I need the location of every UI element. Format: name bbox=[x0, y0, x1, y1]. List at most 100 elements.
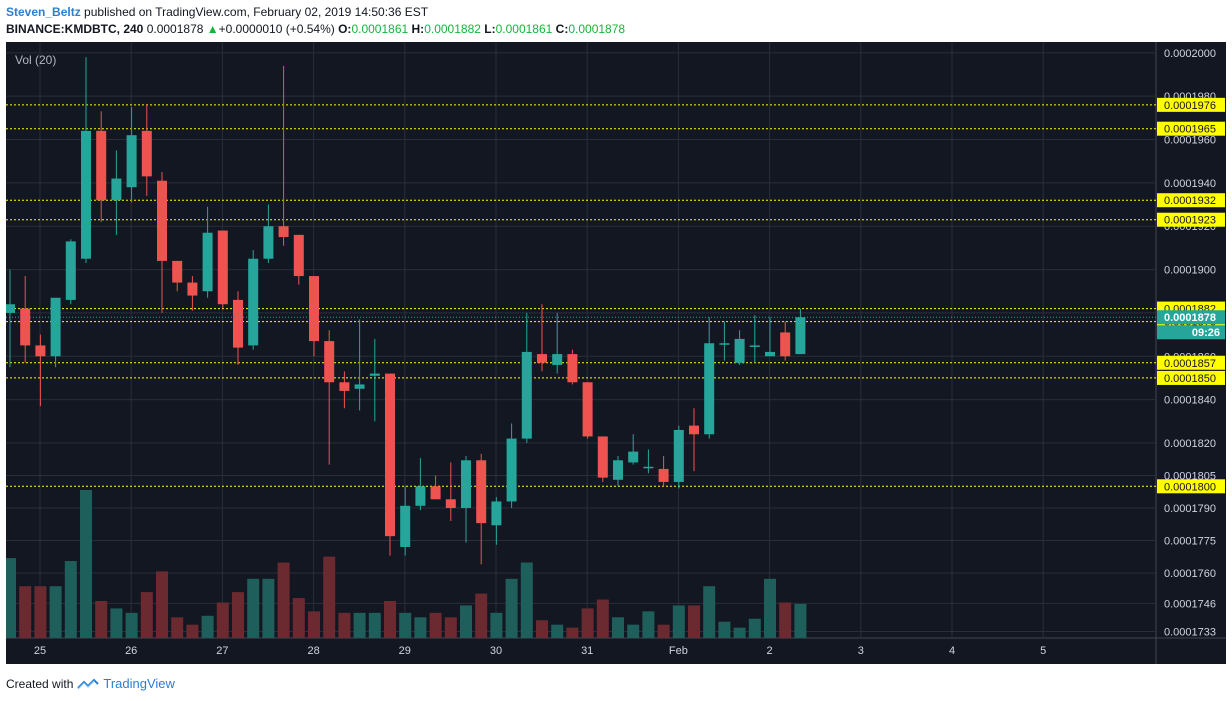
candle-body bbox=[719, 343, 730, 345]
candle-body bbox=[81, 130, 91, 259]
x-tick-label: 31 bbox=[581, 645, 593, 657]
last-price: 0.0001878 bbox=[146, 22, 204, 36]
volume-bar bbox=[657, 624, 670, 638]
candle-body bbox=[35, 345, 46, 357]
candle-body bbox=[582, 382, 593, 437]
y-tick-label: 0.0001733 bbox=[1164, 626, 1216, 638]
level-price-tag: 0.0001965 bbox=[1157, 121, 1225, 136]
volume-bar bbox=[429, 612, 442, 638]
up-arrow-icon: ▲ bbox=[206, 22, 219, 36]
level-price-tag: 0.0001800 bbox=[1157, 479, 1225, 494]
level-tag-box bbox=[1157, 97, 1225, 112]
volume-bar bbox=[247, 578, 260, 638]
volume-bar bbox=[460, 605, 472, 638]
candle-body bbox=[278, 226, 289, 238]
candle-body bbox=[430, 486, 441, 500]
candle-body bbox=[537, 354, 547, 363]
y-tick-label: 0.0001746 bbox=[1164, 598, 1216, 610]
candle-body bbox=[5, 304, 15, 313]
candle-body bbox=[354, 384, 365, 389]
publish-info: Steven_Beltz published on TradingView.co… bbox=[6, 5, 428, 19]
candle-body bbox=[795, 317, 806, 355]
volume-bar bbox=[596, 599, 609, 638]
candle-body bbox=[689, 425, 699, 435]
candle-body bbox=[187, 282, 198, 296]
candle-body bbox=[263, 226, 274, 259]
candle-body bbox=[521, 351, 532, 439]
footer: Created with TradingView bbox=[6, 676, 175, 691]
x-tick-label: 26 bbox=[125, 645, 137, 657]
level-tag-label: 0.0001857 bbox=[1164, 358, 1216, 370]
close-value: 0.0001878 bbox=[568, 22, 626, 36]
x-tick-label: 4 bbox=[949, 645, 955, 657]
countdown-box bbox=[1157, 325, 1225, 340]
candle-body bbox=[506, 438, 517, 502]
volume-bar bbox=[581, 608, 594, 638]
level-tag-label: 0.0001923 bbox=[1164, 215, 1216, 227]
y-tick-label: 0.0001820 bbox=[1164, 438, 1216, 450]
volume-bar bbox=[384, 601, 396, 638]
symbol-info: BINANCE:KMDBTC, 240 0.0001878 ▲+0.000001… bbox=[6, 22, 625, 36]
volume-bar bbox=[156, 571, 168, 638]
candle-body bbox=[734, 338, 745, 363]
level-price-tag: 0.0001850 bbox=[1157, 370, 1225, 385]
volume-bar bbox=[125, 612, 138, 638]
volume-bar bbox=[399, 612, 412, 638]
volume-bar bbox=[718, 621, 731, 638]
volume-bar bbox=[688, 605, 700, 638]
symbol-label: BINANCE:KMDBTC, 240 bbox=[6, 22, 144, 36]
volume-bar bbox=[475, 593, 488, 638]
volume-bar bbox=[110, 608, 123, 638]
volume-bar bbox=[779, 602, 792, 638]
y-tick-label: 0.0001960 bbox=[1164, 135, 1216, 147]
open-label: O: bbox=[338, 22, 352, 36]
candle-body bbox=[96, 130, 107, 201]
candle-body bbox=[400, 505, 411, 547]
volume-bar bbox=[338, 612, 351, 638]
level-price-tag: 0.0001932 bbox=[1157, 193, 1225, 208]
volume-bar bbox=[672, 605, 685, 638]
volume-bar bbox=[794, 603, 807, 638]
volume-bar bbox=[49, 586, 62, 638]
x-tick-label: 28 bbox=[307, 645, 319, 657]
tradingview-logo-icon bbox=[77, 678, 100, 689]
x-tick-label: 5 bbox=[1040, 645, 1046, 657]
level-price-tag: 0.0001857 bbox=[1157, 355, 1225, 370]
y-tick-label: 0.0002000 bbox=[1164, 48, 1216, 60]
volume-bar bbox=[80, 490, 92, 638]
volume-bar bbox=[764, 578, 776, 638]
candle-body bbox=[324, 341, 335, 383]
candle-body bbox=[658, 468, 669, 482]
x-tick-label: Feb bbox=[669, 645, 688, 657]
candle-body bbox=[567, 354, 578, 383]
candle-body bbox=[141, 130, 152, 177]
candle-body bbox=[628, 451, 639, 463]
volume-bar bbox=[186, 624, 199, 638]
candle-body bbox=[369, 373, 380, 376]
volume-bar bbox=[612, 617, 624, 638]
level-tag-label: 0.0001800 bbox=[1164, 481, 1216, 493]
candlestick-chart[interactable]: 25 26 27 28 29 30 31 Feb 2 3 4 50.00020000.00019800… bbox=[4, 42, 1226, 664]
candle-body bbox=[339, 382, 350, 391]
level-tag-box bbox=[1157, 121, 1225, 136]
tradingview-link[interactable]: TradingView bbox=[103, 676, 175, 691]
volume-bar bbox=[201, 615, 214, 638]
volume-bar bbox=[323, 556, 336, 638]
candle-body bbox=[233, 299, 243, 348]
volume-bar bbox=[505, 578, 518, 638]
countdown-label: 09:26 bbox=[1192, 327, 1220, 339]
volume-bar bbox=[703, 586, 716, 638]
volume-bar bbox=[748, 618, 761, 638]
candle-body bbox=[643, 466, 654, 469]
y-tick-label: 0.0001900 bbox=[1164, 265, 1216, 277]
chart-area[interactable]: 25 26 27 28 29 30 31 Feb 2 3 4 5 0.0002000 0.0001980 0… bbox=[4, 42, 1226, 664]
x-tick-label: 29 bbox=[399, 645, 411, 657]
volume-bar bbox=[216, 602, 229, 638]
author-link[interactable]: Steven_Beltz bbox=[6, 5, 81, 19]
candle-body bbox=[50, 297, 61, 357]
x-tick-label: 30 bbox=[490, 645, 502, 657]
volume-bar bbox=[171, 617, 184, 638]
volume-bar bbox=[95, 601, 108, 638]
candle-body bbox=[309, 276, 319, 342]
level-tag-box bbox=[1157, 370, 1225, 385]
